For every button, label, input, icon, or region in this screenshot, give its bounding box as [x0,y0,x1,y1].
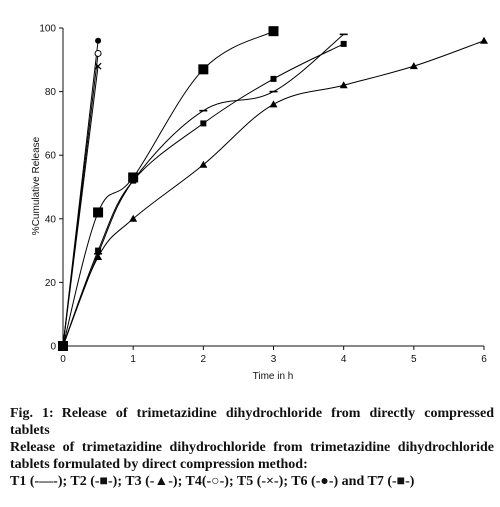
data-point [129,214,138,222]
data-point [95,247,102,254]
series-line [62,43,344,347]
x-tick-label: 5 [411,354,417,365]
caption-legend: T1 (-—-); T2 (-■-); T3 (-▲-); T4(-○-); T… [10,474,415,489]
data-point [58,341,68,351]
x-tick-label: 0 [60,354,66,365]
series-line [62,33,344,347]
data-point [128,172,139,183]
series-line [62,30,274,347]
y-axis-ticks: 0 20 40 60 80 100 [39,24,63,353]
data-point [268,26,279,37]
y-tick-label: 60 [45,151,57,162]
y-axis-title: %Cumulative Release [31,136,42,235]
data-point [200,120,207,127]
y-tick-label: 0 [50,342,56,353]
data-point [94,49,102,57]
y-tick-label: 100 [39,24,56,35]
x-tick-label: 6 [481,354,487,365]
release-chart: 0 20 40 60 80 100 0 1 2 3 4 5 6 %Cumulative Release… [31,24,488,382]
y-tick-label: 20 [45,278,57,289]
data-point [93,207,104,218]
figure-caption: Fig. 1: Release of trimetazidine dihydroc… [10,405,494,490]
caption-title-line: Fig. 1: Release of trimetazidine dihydroc… [10,405,494,439]
data-point [409,62,418,70]
y-tick-label: 40 [45,214,57,225]
x-tick-label: 4 [341,354,347,365]
y-tick-label: 80 [45,87,57,98]
data-point [199,160,208,168]
figure-label: Fig. 1: [10,406,54,421]
series-markers [58,26,488,351]
x-tick-label: 3 [271,354,277,365]
caption-description: Release of trimetazidine dihydrochloride… [10,440,494,472]
x-axis-title: Time in h [253,371,294,382]
series-line [62,40,99,347]
series-line [62,40,485,347]
plot-frame [62,28,484,347]
x-tick-label: 1 [130,354,136,365]
data-point [95,37,102,44]
data-point [480,36,488,44]
data-point [339,81,348,89]
data-point [94,62,102,70]
figure-title: Release of trimetazidine dihydrochloride… [10,406,495,438]
data-point [269,100,278,108]
data-point [94,252,103,260]
x-axis-ticks: 0 1 2 3 4 5 6 [60,346,487,365]
data-point [270,75,277,82]
data-point [198,64,209,75]
data-point [340,40,347,47]
x-tick-label: 2 [201,354,207,365]
